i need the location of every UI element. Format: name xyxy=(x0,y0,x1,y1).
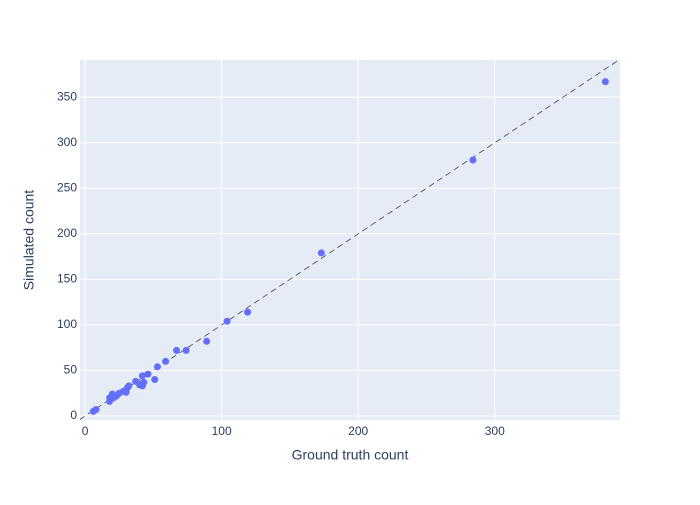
data-point xyxy=(469,156,477,164)
data-point xyxy=(140,378,148,386)
data-point xyxy=(153,363,161,371)
plot-area xyxy=(80,60,620,420)
data-point xyxy=(144,370,152,378)
x-tick-label: 200 xyxy=(348,424,368,438)
y-tick-label: 0 xyxy=(70,408,77,422)
data-point xyxy=(601,78,609,86)
x-tick-label: 100 xyxy=(212,424,232,438)
data-point xyxy=(182,346,190,354)
data-point xyxy=(173,346,181,354)
y-tick-label: 250 xyxy=(57,180,77,194)
y-tick-label: 150 xyxy=(57,272,77,286)
data-point xyxy=(138,372,146,380)
y-axis-title: Simulated count xyxy=(21,190,37,291)
data-point xyxy=(125,382,133,390)
y-tick-label: 350 xyxy=(57,89,77,103)
data-point xyxy=(151,376,159,384)
y-tick-label: 50 xyxy=(64,363,78,377)
data-point xyxy=(223,317,231,325)
x-tick-label: 0 xyxy=(82,424,89,438)
data-point xyxy=(317,249,325,257)
data-point xyxy=(92,406,100,414)
reference-line xyxy=(80,60,620,420)
data-point xyxy=(162,357,170,365)
data-point xyxy=(203,337,211,345)
y-tick-label: 300 xyxy=(57,135,77,149)
x-axis-title: Ground truth count xyxy=(292,447,409,463)
x-tick-label: 300 xyxy=(485,424,505,438)
data-point xyxy=(244,308,252,316)
y-tick-label: 200 xyxy=(57,226,77,240)
y-tick-label: 100 xyxy=(57,317,77,331)
